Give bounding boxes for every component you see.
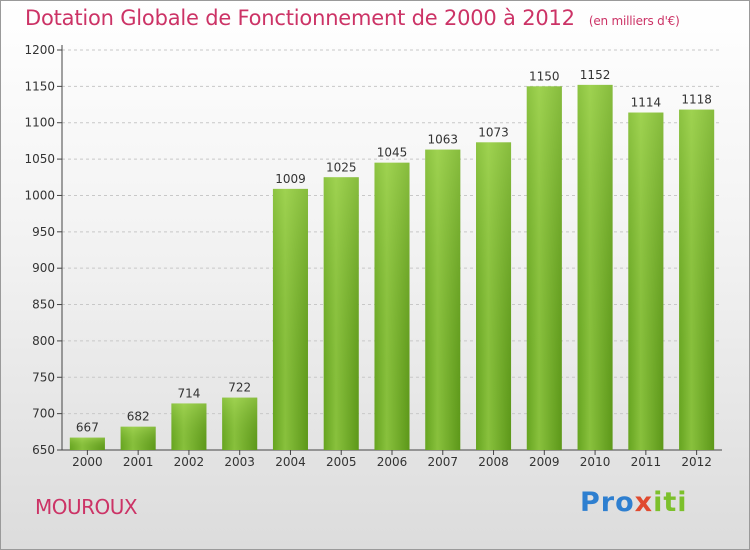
x-tick-label: 2008 [478,455,509,469]
bar-shade-2006 [374,162,410,450]
value-label-2004: 1009 [275,172,306,186]
value-label-2009: 1150 [529,69,560,83]
x-tick-label: 2007 [427,455,458,469]
bar-shade-2000 [69,437,105,450]
bar-shade-2001 [120,426,156,450]
x-tick-label: 2000 [72,455,103,469]
value-label-2010: 1152 [580,68,611,82]
commune-name: MOUROUX [35,495,138,519]
value-label-2006: 1045 [377,146,408,160]
bar-shade-2005 [323,177,359,451]
chart-title-block: Dotation Globale de Fonctionnement de 20… [25,6,680,30]
value-label-2001: 682 [127,410,150,424]
bar-shade-2002 [171,403,207,450]
chart-title: Dotation Globale de Fonctionnement de 20… [25,6,575,30]
y-tick-label: 1000 [24,188,55,202]
value-label-2000: 667 [76,421,99,435]
y-tick-label: 850 [32,298,55,312]
logo-part-1: Pro [580,487,635,518]
bars [69,84,715,451]
bar-shade-2003 [222,397,258,450]
y-tick-label: 1050 [24,152,55,166]
y-tick-label: 1100 [24,116,55,130]
x-tick-label: 2003 [224,455,255,469]
bar-shade-2004 [272,188,308,450]
bar-labels: 667 682 714 722 1009 1025 1045 1063 1073 1150 1152… [76,68,712,435]
value-label-2007: 1063 [427,133,458,147]
x-tick-label: 2001 [123,455,154,469]
x-tick-label: 2004 [275,455,306,469]
y-tick-label: 800 [32,334,55,348]
y-tick-label: 650 [32,443,55,457]
proxiti-logo[interactable]: Proxiti [580,487,688,518]
bar-shade-2012 [679,109,715,451]
value-label-2002: 714 [177,386,200,400]
bar-shade-2007 [425,149,461,451]
x-tick-label: 2011 [631,455,662,469]
value-label-2008: 1073 [478,125,509,139]
value-label-2011: 1114 [631,96,662,110]
bar-shade-2011 [628,112,664,450]
x-tick-label: 2002 [174,455,205,469]
bar-shade-2010 [577,84,613,450]
value-label-2003: 722 [228,381,251,395]
chart-subtitle: (en milliers d'€) [588,14,680,28]
logo-part-2: x [634,487,654,518]
y-tick-label: 900 [32,261,55,275]
x-tick-label: 2006 [377,455,408,469]
y-tick-label: 950 [32,225,55,239]
x-tick-label: 2009 [529,455,560,469]
value-label-2005: 1025 [326,160,357,174]
value-label-2012: 1118 [681,93,712,107]
y-tick-label: 750 [32,370,55,384]
axes: 650 700 750 800 850 900 950 1000 1050 1100 1150 120… [24,43,722,469]
logo-part-3: iti [653,487,688,518]
bar-shade-2008 [476,142,512,450]
bar-shade-2009 [526,86,562,450]
y-tick-label: 700 [32,407,55,421]
y-tick-label: 1150 [24,79,55,93]
x-tick-label: 2012 [681,455,712,469]
y-tick-label: 1200 [24,43,55,57]
x-tick-label: 2005 [326,455,357,469]
x-tick-label: 2010 [580,455,611,469]
